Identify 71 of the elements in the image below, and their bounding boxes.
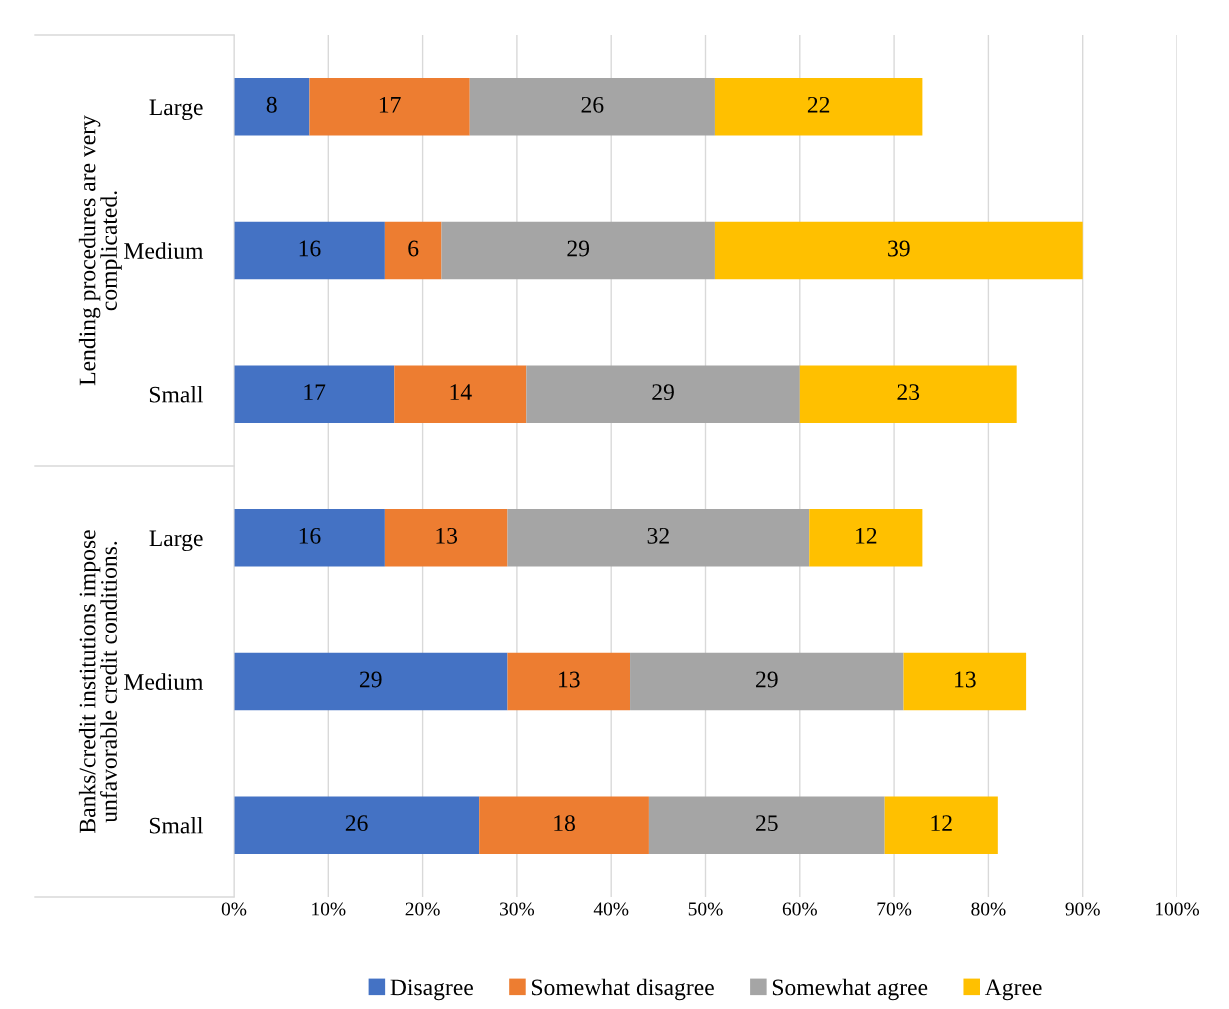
bar [234, 652, 508, 711]
y-tick-label: Large [149, 530, 203, 552]
data-label: 29 [359, 671, 382, 688]
data-label: 13 [436, 527, 458, 544]
bar [469, 78, 715, 136]
x-tick-label: 90% [1065, 902, 1100, 916]
y-tick-label: Medium [124, 673, 204, 690]
data-label: 12 [856, 527, 877, 544]
bar [526, 365, 800, 423]
text: Lending procedures are very complicated. [78, 115, 122, 386]
x-tick-label: 10% [312, 902, 346, 916]
bar [630, 652, 904, 711]
data-label: 12 [931, 815, 952, 831]
data-label: 26 [581, 96, 604, 113]
bar [714, 78, 923, 136]
data-label: 22 [807, 96, 830, 113]
data-label: 14 [450, 384, 472, 400]
bar [234, 78, 310, 136]
legend-label: Agree [984, 979, 1042, 1001]
x-tick-label: 20% [405, 902, 440, 916]
legend-label: Disagree [390, 979, 473, 1001]
data-label: 8 [266, 96, 277, 113]
data-label: 18 [554, 815, 575, 832]
bar [507, 652, 631, 711]
bar [507, 509, 810, 567]
data-label: 17 [379, 96, 401, 113]
x-tick-label: 50% [688, 902, 723, 916]
data-label: 16 [299, 240, 321, 257]
y-tick-label: Large [149, 99, 203, 121]
bar [394, 365, 527, 423]
x-tick-label: 0% [221, 902, 247, 916]
bar [648, 796, 885, 854]
data-label: 26 [345, 815, 368, 832]
legend-label: Somewhat agree [772, 978, 928, 1001]
x-tick-label: 100% [1156, 902, 1200, 916]
data-label: 32 [647, 527, 669, 544]
y-tick-label: Small [149, 385, 203, 403]
y-tick-label: Small [149, 816, 203, 834]
x-tick-label: 60% [782, 902, 817, 916]
data-label: 13 [559, 671, 580, 688]
bar [309, 78, 470, 136]
data-label: 6 [408, 240, 419, 257]
x-tick-label: 40% [593, 902, 629, 916]
bar [799, 365, 1017, 423]
x-tick-label: 30% [500, 902, 535, 916]
bar [384, 221, 442, 280]
bar [903, 652, 1027, 711]
bar [714, 221, 1083, 280]
data-label: 29 [652, 384, 674, 401]
data-label: 39 [888, 240, 910, 257]
y-tick-label: Medium [124, 242, 204, 259]
data-label: 25 [756, 815, 778, 832]
data-label: 13 [955, 671, 976, 688]
data-label: 16 [299, 527, 321, 544]
data-label: 23 [897, 384, 920, 401]
bar [384, 509, 508, 567]
legend-label: Somewhat disagree [532, 978, 714, 1001]
bar [441, 221, 715, 280]
bar [234, 796, 480, 854]
bar [234, 221, 385, 280]
bar [234, 509, 385, 567]
bar [234, 365, 395, 423]
x-tick-label: 80% [971, 902, 1006, 916]
x-tick-label: 70% [877, 902, 912, 916]
data-label: 17 [304, 384, 326, 400]
data-label: 29 [567, 240, 590, 257]
data-label: 29 [756, 671, 778, 688]
bar [479, 796, 649, 854]
bar [884, 796, 998, 854]
bar [809, 509, 923, 567]
text: Banks/credit institutions impose unfavorable credit conditions. [78, 530, 118, 833]
